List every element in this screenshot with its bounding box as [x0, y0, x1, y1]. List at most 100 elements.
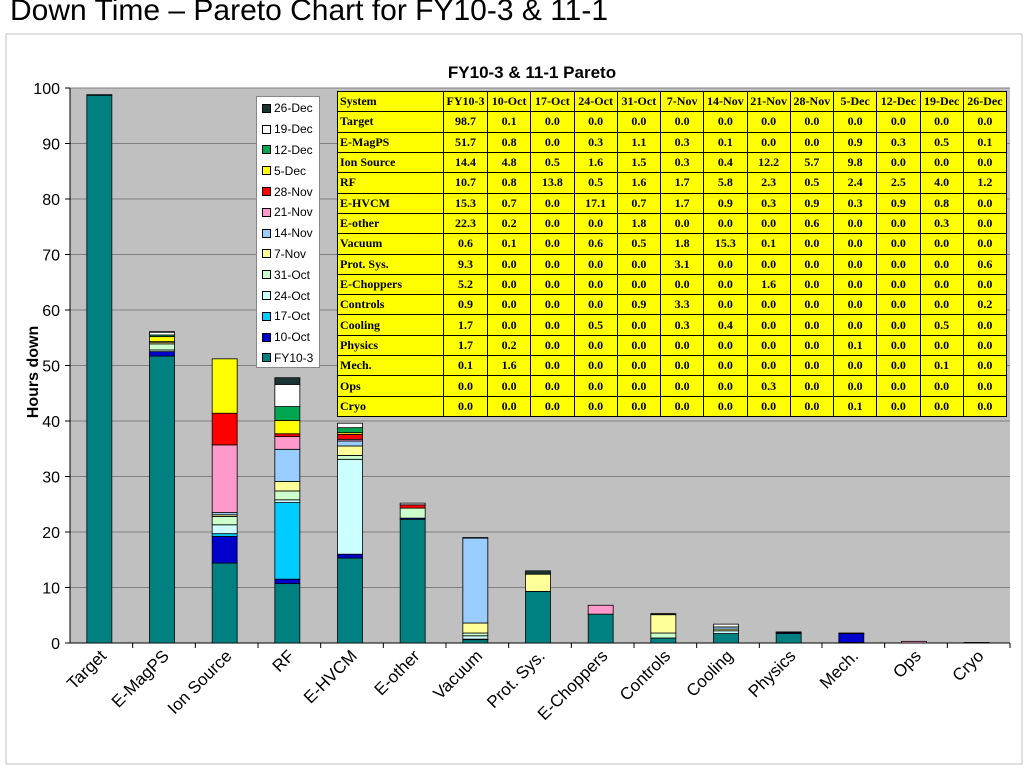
table-cell: 0.6	[443, 233, 488, 255]
table-cell: 1.7	[443, 334, 488, 357]
table-cell: 0.1	[703, 131, 748, 153]
bar-segment	[86, 94, 113, 96]
table-cell: 1.2	[962, 172, 1008, 194]
table-cell: 0.0	[616, 355, 662, 377]
table-cell: 0.0	[919, 151, 964, 174]
bar-segment	[274, 578, 301, 585]
table-header-cell: 14-Nov	[703, 90, 748, 113]
table-cell: E-other	[337, 212, 444, 235]
table-cell: 1.8	[659, 233, 705, 255]
legend-swatch	[262, 228, 271, 238]
table-cell: 0.0	[530, 395, 575, 418]
bar-segment	[337, 557, 363, 644]
bar-segment	[337, 422, 363, 429]
table-cell: 0.9	[616, 294, 662, 316]
bar-segment	[650, 613, 677, 616]
bar-segment	[713, 633, 739, 644]
y-tick-label: 80	[42, 192, 60, 209]
table-cell: 0.5	[573, 314, 618, 336]
table-cell: 0.2	[962, 294, 1008, 316]
table-cell: 0.0	[616, 111, 662, 133]
bar-segment	[838, 633, 865, 643]
bar-segment	[274, 583, 301, 644]
legend-label: 21-Nov	[274, 205, 313, 220]
table-header-cell: System	[337, 90, 444, 113]
table-cell: 13.8	[530, 172, 575, 194]
table-header-cell: 12-Dec	[876, 90, 921, 113]
y-tick-label: 60	[42, 303, 60, 320]
table-cell: 0.0	[876, 273, 921, 296]
bar-segment	[211, 358, 238, 414]
table-cell: 9.3	[443, 253, 488, 275]
table-cell: Ops	[337, 375, 444, 397]
legend-item: 5-Dec	[262, 160, 319, 181]
bar-segment	[587, 613, 614, 644]
table-row: Vacuum 0.6 0.1 0.0 0.6 0.5 1.8 15.3 0.1 0.0 0.0 0.0…	[337, 233, 1008, 255]
table-cell: 0.0	[530, 314, 575, 336]
bar-segment	[337, 445, 363, 456]
bar-segment	[775, 631, 802, 633]
y-tick-label: 10	[42, 581, 60, 598]
table-cell: 0.5	[919, 314, 964, 336]
table-cell: 0.0	[876, 233, 921, 255]
table-cell: 0.0	[703, 395, 748, 418]
table-cell: 0.0	[486, 314, 532, 336]
table-cell: 1.6	[573, 151, 618, 174]
bar-segment	[399, 507, 426, 519]
legend-label: 5-Dec	[274, 163, 307, 178]
table-cell: 0.0	[659, 273, 705, 296]
table-cell: 0.9	[876, 192, 921, 214]
table-row: Cryo 0.0 0.0 0.0 0.0 0.0 0.0 0.0 0.0 0.0 0.1 0.0 0.0…	[337, 395, 1008, 418]
table-cell: 0.0	[789, 131, 835, 153]
legend-item: 21-Nov	[262, 202, 319, 223]
bar-segment	[650, 632, 677, 639]
table-cell: 0.0	[876, 294, 921, 316]
table-row: Cooling 1.7 0.0 0.0 0.5 0.0 0.3 0.4 0.0 0.0 0.0 0.0…	[337, 314, 1008, 336]
table-cell: 2.3	[746, 172, 791, 194]
table-cell: 1.6	[486, 355, 532, 377]
y-axis-label: Hours down	[25, 326, 42, 418]
table-cell: 0.6	[573, 233, 618, 255]
table-cell: Target	[337, 111, 444, 133]
legend-label: 19-Dec	[274, 122, 313, 137]
table-cell: 0.0	[919, 253, 964, 275]
table-cell: 0.0	[530, 131, 575, 153]
legend-swatch	[262, 353, 271, 363]
bar-segment	[274, 448, 301, 482]
table-cell: 15.3	[703, 233, 748, 255]
table-cell: 0.7	[486, 192, 532, 214]
table-cell: 0.1	[443, 355, 488, 377]
bar-segment	[462, 537, 489, 539]
legend-swatch	[262, 249, 271, 259]
table-cell: 0.0	[530, 294, 575, 316]
table-cell: 0.0	[789, 111, 835, 133]
legend-label: 12-Dec	[274, 142, 313, 157]
chart-title: FY10-3 & 11-1 Pareto	[448, 63, 616, 82]
table-cell: 0.3	[659, 314, 705, 336]
table-cell: RF	[337, 172, 444, 194]
table-cell: 0.1	[832, 395, 878, 418]
table-cell: Ion Source	[337, 151, 444, 174]
bar-segment	[211, 516, 238, 526]
table-cell: 0.3	[876, 131, 921, 153]
table-cell: Prot. Sys.	[337, 253, 444, 275]
table-cell: 0.0	[876, 334, 921, 357]
legend-item: 24-Oct	[262, 285, 319, 306]
table-cell: 14.4	[443, 151, 488, 174]
table-cell: 0.0	[746, 355, 791, 377]
legend-swatch	[262, 291, 271, 301]
table-cell: 1.7	[659, 172, 705, 194]
table-cell: 0.0	[703, 375, 748, 397]
legend-label: 14-Nov	[274, 226, 313, 241]
table-cell: 0.0	[486, 273, 532, 296]
legend-swatch	[262, 207, 271, 217]
table-cell: Mech.	[337, 355, 444, 377]
table-cell: 0.0	[703, 334, 748, 357]
table-cell: 0.0	[876, 375, 921, 397]
table-cell: 51.7	[443, 131, 488, 153]
legend-item: FY10-3	[262, 348, 319, 369]
table-row: Controls 0.9 0.0 0.0 0.0 0.9 3.3 0.0 0.0 0.0 0.0 0.…	[337, 294, 1008, 316]
table-cell: 0.9	[443, 294, 488, 316]
table-cell: 0.0	[573, 273, 618, 296]
bar-segment	[775, 633, 802, 644]
